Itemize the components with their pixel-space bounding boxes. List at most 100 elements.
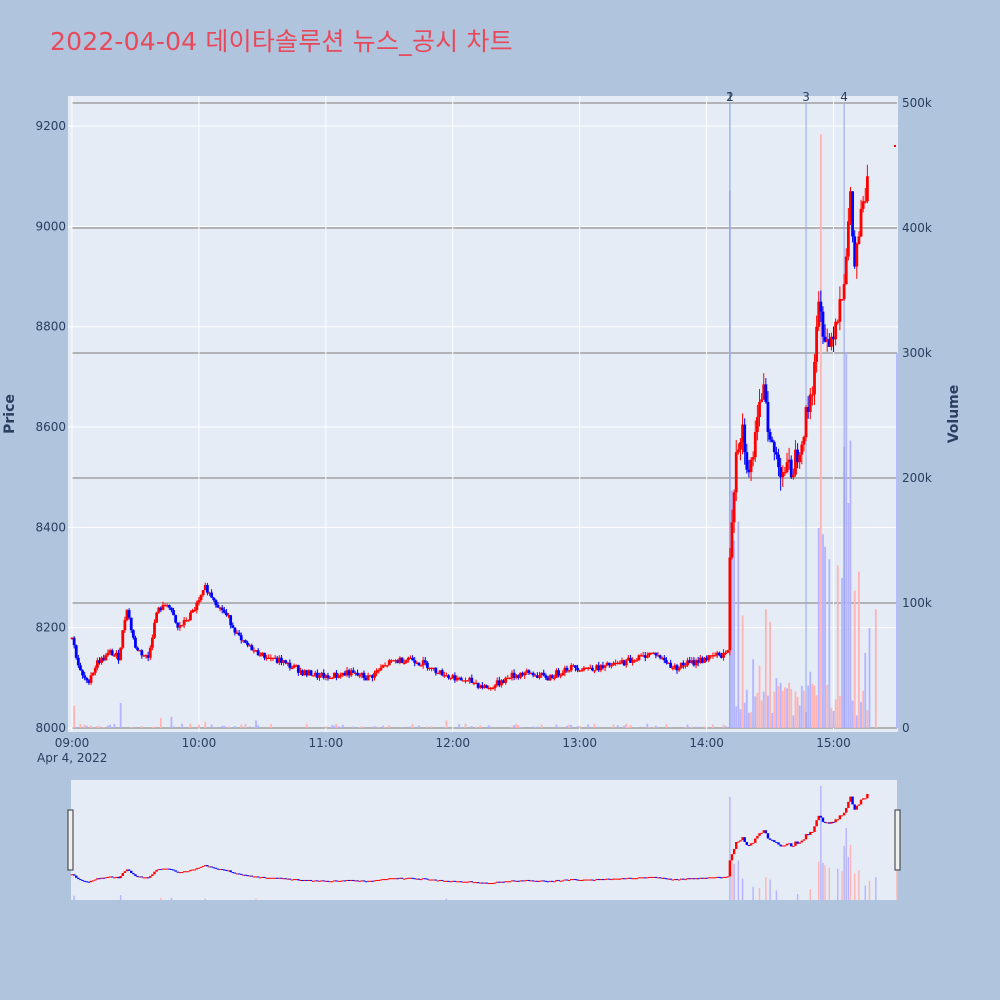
slider-candle <box>584 879 588 881</box>
candle-body <box>239 635 243 641</box>
y-axis-title: Price <box>2 394 18 434</box>
slider-candle <box>479 882 482 884</box>
volume-bar <box>612 724 615 728</box>
slider-candle <box>411 877 414 879</box>
volume-bar <box>170 716 173 728</box>
candle-body <box>290 667 294 670</box>
candle-body <box>529 672 533 675</box>
slider-candle <box>314 880 317 882</box>
candle-body <box>791 474 795 478</box>
volume-bar <box>648 727 651 728</box>
slider-candle <box>468 881 471 883</box>
slider-candle <box>525 879 529 881</box>
volume-bar <box>540 724 543 728</box>
slider-candle <box>694 878 698 880</box>
slider-candle <box>741 837 744 841</box>
slider-candle <box>675 879 679 881</box>
volume-bar <box>233 726 236 728</box>
volume-bar <box>826 684 829 728</box>
candle-body <box>461 680 465 682</box>
candle-body <box>540 672 544 676</box>
candle-body <box>493 685 497 688</box>
candle-body <box>557 670 560 676</box>
candle-body <box>98 660 101 663</box>
slider-candle <box>168 868 171 870</box>
candle-body <box>722 652 725 658</box>
candle-body <box>191 610 194 613</box>
candle-body <box>656 655 660 657</box>
volume-bar <box>534 727 537 728</box>
candle-body <box>648 652 651 656</box>
candle-body <box>131 630 135 638</box>
slider-candle <box>185 871 188 873</box>
slider-volume-bar <box>119 895 122 900</box>
x-tick-label: 09:00 <box>55 736 90 750</box>
candle-body <box>832 336 835 340</box>
candle-body <box>345 670 349 676</box>
candle-body <box>231 625 235 628</box>
slider-volume-bar <box>837 868 839 900</box>
y-tick-label: 8400 <box>35 520 66 534</box>
candle-body <box>779 467 783 478</box>
volume-bar <box>767 695 769 728</box>
volume-bar <box>515 723 518 728</box>
candle-body <box>641 655 645 657</box>
volume-bar <box>566 725 568 728</box>
volume-bar <box>851 700 854 728</box>
volume-bar <box>796 696 799 728</box>
slider-volume-bar <box>775 890 778 900</box>
slider-candle <box>732 848 736 855</box>
volume-bar <box>832 711 835 728</box>
volume-bar <box>578 726 581 728</box>
candle-body <box>235 632 239 634</box>
slider-candle <box>104 877 108 879</box>
volume-bar <box>248 726 251 728</box>
slider-candle <box>212 867 215 869</box>
volume-bar <box>817 528 820 728</box>
candle-body <box>411 657 414 661</box>
candle-body <box>322 672 326 678</box>
candle-body <box>265 657 269 659</box>
candle-body <box>210 592 214 598</box>
slider-candle <box>792 845 795 847</box>
volume-bar <box>868 628 871 728</box>
candle-body <box>840 299 844 301</box>
volume-bar <box>475 726 477 728</box>
slider-candle <box>785 843 789 846</box>
candle-body <box>95 660 99 668</box>
slider-candle <box>214 867 218 869</box>
slider-candle <box>498 881 501 883</box>
slider-candle <box>72 874 76 876</box>
candle-body <box>802 437 806 445</box>
range-slider-handle-left[interactable] <box>67 809 74 871</box>
volume-bar <box>198 724 200 728</box>
slider-candle <box>790 843 793 847</box>
candle-body <box>434 667 438 673</box>
slider-candle <box>320 880 323 882</box>
volume-bar <box>652 726 655 728</box>
candle-body <box>603 665 607 668</box>
candle-body <box>104 655 108 661</box>
candle-body <box>743 424 747 453</box>
candle-body <box>755 417 759 433</box>
candle-body <box>267 657 271 659</box>
candle-body <box>153 622 156 638</box>
candle-body <box>377 670 381 672</box>
range-slider[interactable] <box>71 780 897 900</box>
range-slider-handle-right[interactable] <box>894 809 901 871</box>
slider-candle <box>134 874 137 877</box>
slider-candle <box>377 879 380 881</box>
slider-candle <box>523 880 526 882</box>
x-axis-date-label: Apr 4, 2022 <box>37 751 107 765</box>
slider-candle <box>489 883 493 885</box>
candle-body <box>343 672 347 676</box>
x-tick-label: 12:00 <box>435 736 470 750</box>
slider-candle <box>597 879 600 881</box>
slider-candle <box>140 876 144 878</box>
candle-body <box>203 585 207 591</box>
volume-bar <box>629 724 632 728</box>
candle-body <box>576 667 579 671</box>
slider-candle <box>305 879 309 881</box>
candlesticks <box>70 145 896 691</box>
